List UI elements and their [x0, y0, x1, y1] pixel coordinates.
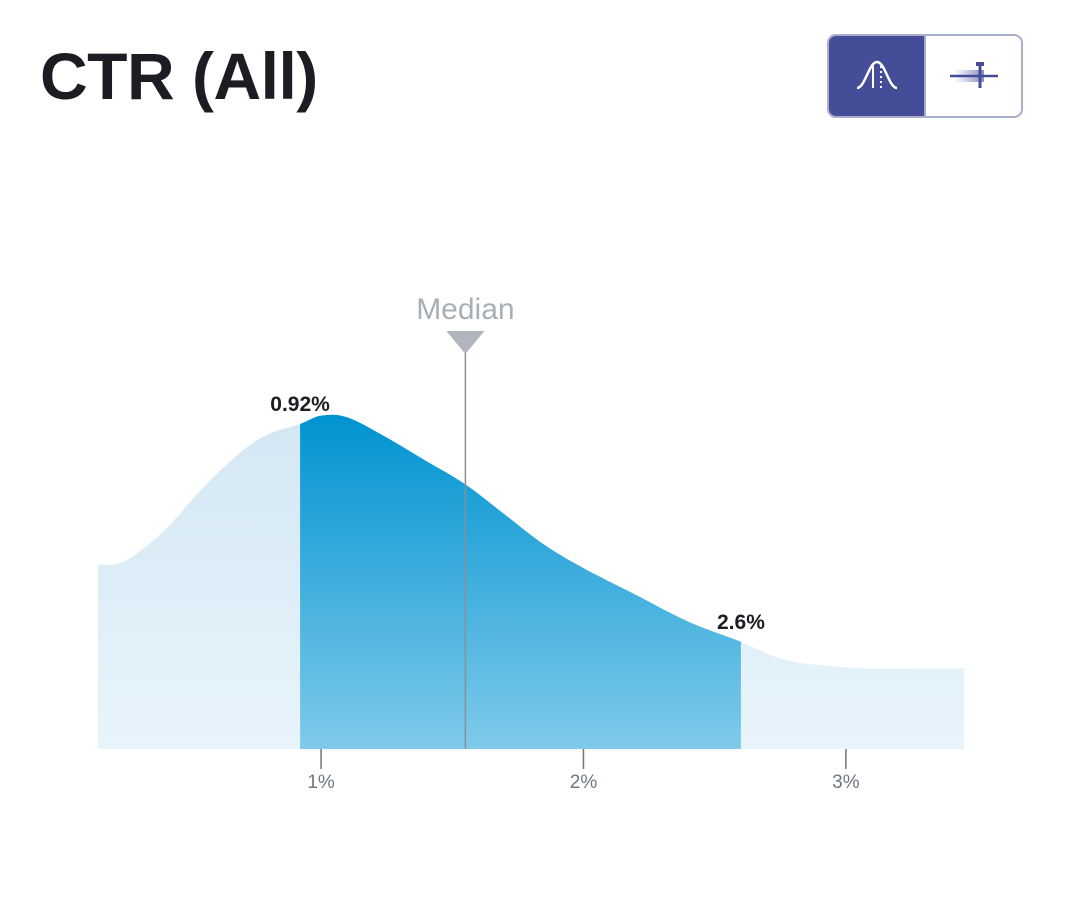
- x-tick-2: 2%: [570, 749, 598, 793]
- distribution-view-button[interactable]: [829, 36, 924, 116]
- x-tick-label: 3%: [832, 772, 860, 793]
- outer-area-right: [740, 641, 964, 749]
- range-label-low: 0.92%: [270, 393, 330, 416]
- x-tick-label: 1%: [307, 772, 335, 793]
- range-view-button[interactable]: [924, 36, 1021, 116]
- bell-curve-icon: [856, 60, 897, 90]
- highlight-area: [300, 414, 741, 749]
- page-title: CTR (All): [40, 39, 318, 113]
- x-tick-1: 1%: [307, 749, 335, 793]
- chart-view-toggle: [827, 34, 1023, 118]
- range-bar-icon: [949, 62, 998, 88]
- range-label-high: 2.6%: [717, 611, 765, 634]
- median-marker: [446, 331, 485, 354]
- x-tick-3: 3%: [832, 749, 860, 793]
- median-label: Median: [416, 293, 514, 326]
- outer-area-left: [98, 424, 301, 749]
- x-tick-label: 2%: [570, 772, 598, 793]
